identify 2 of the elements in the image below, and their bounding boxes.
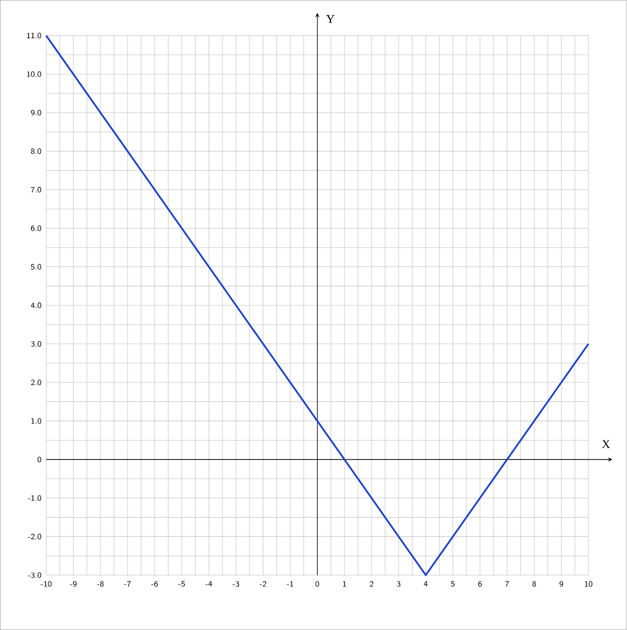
x-axis-title: X [602, 440, 610, 448]
y-axis-title: Y [326, 15, 335, 23]
